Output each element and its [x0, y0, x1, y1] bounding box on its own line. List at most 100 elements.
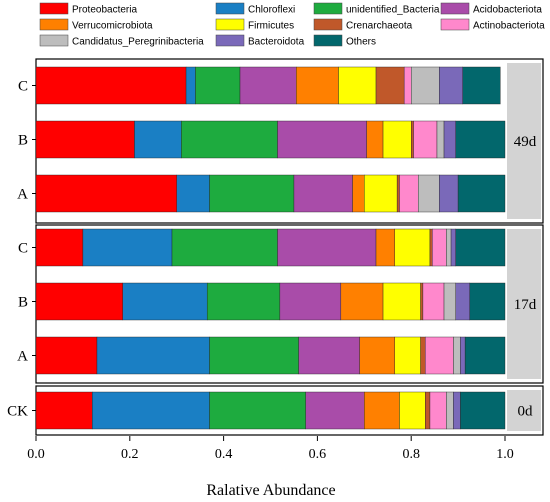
- bar-segment-verrucomicrobiota: [375, 228, 395, 267]
- legend-swatch: [39, 34, 69, 47]
- legend-item-firmicutes: Firmicutes: [215, 18, 294, 32]
- legend-item-crenarchaeota: Crenarchaeota: [313, 18, 413, 32]
- legend-item-proteobacteria: Proteobacteria: [39, 2, 137, 16]
- bar-segment-acidobacteriota: [279, 282, 342, 321]
- legend-item-actinobacteriota: Actinobacteriota: [440, 18, 545, 32]
- bar-segment-firmicutes: [394, 336, 421, 375]
- bar-segment-actinobacteriota: [422, 282, 445, 321]
- bar-49d-c: [35, 66, 501, 105]
- legend-swatch: [39, 18, 69, 31]
- bar-segment-verrucomicrobiota: [340, 282, 384, 321]
- category-label: CK: [7, 404, 28, 420]
- legend-label: Proteobacteria: [72, 5, 137, 16]
- bar-segment-chloroflexi: [92, 391, 210, 430]
- category-label: B: [18, 133, 28, 149]
- category-label: A: [17, 349, 28, 365]
- bar-segment-candidatus-peregrinibacteria: [453, 336, 461, 375]
- legend-swatch: [313, 34, 343, 47]
- chart-panels: 49d C B A 17d C B A 0d CK: [7, 58, 544, 436]
- legend-item-unidentified-bacteria: unidentified_Bacteria: [313, 2, 440, 16]
- legend-label: Others: [346, 37, 376, 48]
- panel-0d: 0d CK: [7, 385, 544, 436]
- bar-segment-others: [464, 336, 506, 375]
- x-tick-label: 0.8: [402, 447, 420, 462]
- panel-strip: [507, 390, 541, 431]
- legend-label: Acidobacteriota: [473, 5, 542, 16]
- panel-strip-label: 49d: [514, 134, 537, 150]
- bar-segment-bacteroidota: [453, 391, 461, 430]
- category-label: C: [18, 241, 28, 257]
- bar-segment-proteobacteria: [35, 66, 187, 105]
- legend-swatch: [313, 2, 343, 15]
- legend-swatch: [215, 2, 245, 15]
- bar-segment-bacteroidota: [439, 66, 463, 105]
- bar-segment-actinobacteriota: [403, 66, 412, 105]
- bar-segment-actinobacteriota: [432, 228, 447, 267]
- bar-segment-firmicutes: [382, 120, 412, 159]
- bar-segment-firmicutes: [364, 174, 398, 213]
- x-tick-label: 0.6: [309, 447, 327, 462]
- bar-17d-a: [35, 336, 506, 375]
- legend-label: unidentified_Bacteria: [346, 5, 440, 16]
- bar-segment-firmicutes: [382, 282, 421, 321]
- bar-49d-a: [35, 174, 506, 213]
- legend-item-others: Others: [313, 34, 376, 48]
- x-axis: 0.0 0.2 0.4 0.6 0.8 1.0: [27, 436, 514, 462]
- legend-swatch: [313, 18, 343, 31]
- bar-segment-unidentified-bacteria: [209, 336, 299, 375]
- bar-segment-bacteroidota: [443, 120, 456, 159]
- bar-segment-actinobacteriota: [425, 336, 454, 375]
- bar-segment-actinobacteriota: [413, 120, 438, 159]
- bar-segment-crenarchaeota: [396, 174, 400, 213]
- x-tick-label: 0.2: [121, 447, 139, 462]
- bar-segment-actinobacteriota: [429, 391, 447, 430]
- x-tick-label: 0.0: [27, 447, 45, 462]
- bar-segment-others: [455, 228, 506, 267]
- bar-segment-firmicutes: [394, 228, 431, 267]
- x-tick-label: 1.0: [496, 447, 514, 462]
- bar-segment-bacteroidota: [439, 174, 459, 213]
- bar-segment-verrucomicrobiota: [352, 174, 365, 213]
- bar-segment-actinobacteriota: [399, 174, 419, 213]
- bar-segment-verrucomicrobiota: [366, 120, 384, 159]
- bar-segment-verrucomicrobiota: [359, 336, 395, 375]
- bar-segment-chloroflexi: [82, 228, 173, 267]
- bar-segment-unidentified-bacteria: [209, 391, 306, 430]
- bar-segment-bacteroidota: [455, 282, 471, 321]
- x-axis-label: Ralative Abundance: [206, 482, 335, 499]
- bar-segment-candidatus-peregrinibacteria: [446, 391, 454, 430]
- panel-49d: 49d C B A: [17, 58, 544, 224]
- legend-label: Bacteroidota: [248, 37, 305, 48]
- bar-segment-acidobacteriota: [277, 120, 367, 159]
- category-label: C: [18, 79, 28, 95]
- bar-segment-candidatus-peregrinibacteria: [411, 66, 440, 105]
- bar-segment-chloroflexi: [122, 282, 208, 321]
- bar-segment-crenarchaeota: [420, 282, 424, 321]
- legend-swatch: [440, 2, 470, 15]
- bar-segment-acidobacteriota: [293, 174, 353, 213]
- legend-label: Crenarchaeota: [346, 21, 413, 32]
- panel-strip-label: 0d: [518, 404, 534, 420]
- bar-segment-crenarchaeota: [420, 336, 426, 375]
- bar-segment-proteobacteria: [35, 120, 135, 159]
- legend-item-acidobacteriota: Acidobacteriota: [440, 2, 542, 16]
- category-label: B: [18, 295, 28, 311]
- legend-swatch: [440, 18, 470, 31]
- bar-segment-firmicutes: [338, 66, 377, 105]
- bar-segment-chloroflexi: [96, 336, 210, 375]
- bar-segment-verrucomicrobiota: [296, 66, 339, 105]
- legend-swatch: [215, 34, 245, 47]
- bar-segment-unidentified-bacteria: [209, 174, 295, 213]
- legend-label: Actinobacteriota: [473, 21, 545, 32]
- bar-17d-b: [35, 282, 506, 321]
- bar-segment-bacteroidota: [460, 336, 466, 375]
- legend-item-bacteroidota: Bacteroidota: [215, 34, 305, 48]
- bar-segment-acidobacteriota: [239, 66, 297, 105]
- bar-segment-verrucomicrobiota: [364, 391, 400, 430]
- bar-segment-chloroflexi: [134, 120, 182, 159]
- bar-segment-unidentified-bacteria: [181, 120, 278, 159]
- legend-label: Candidatus_Peregrinibacteria: [72, 37, 204, 48]
- bar-segment-bacteroidota: [450, 228, 456, 267]
- bar-segment-others: [460, 391, 506, 430]
- bar-segment-unidentified-bacteria: [206, 282, 281, 321]
